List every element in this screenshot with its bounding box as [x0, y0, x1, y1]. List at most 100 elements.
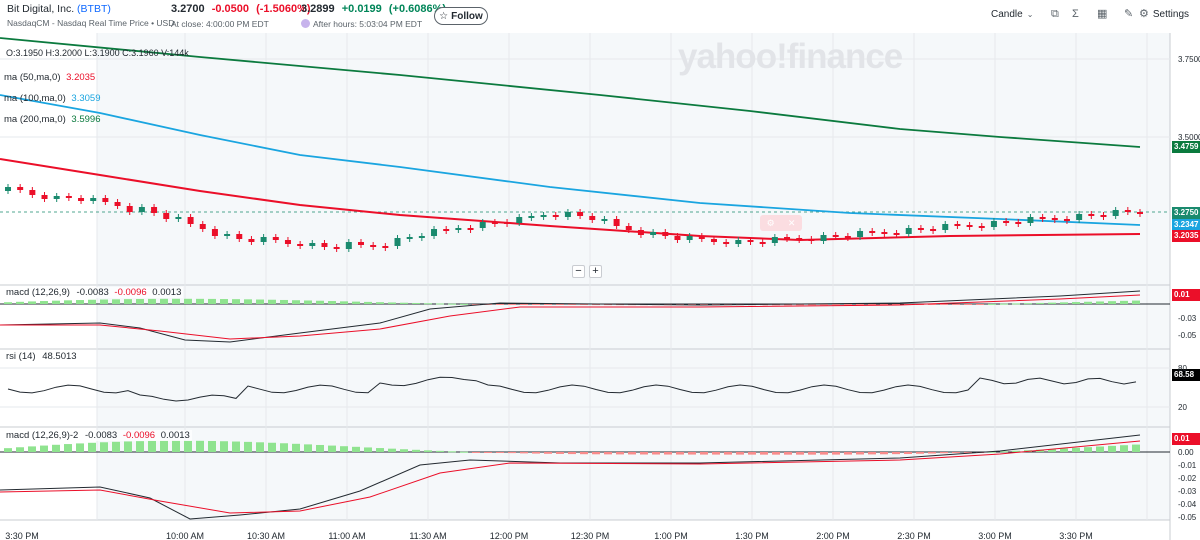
macd2-histogram-bar — [880, 452, 888, 455]
zoom-in-button[interactable]: + — [589, 265, 602, 278]
rsi-name: rsi (14) — [6, 351, 36, 362]
candle-body — [784, 237, 791, 239]
macd-histogram-bar — [4, 302, 12, 304]
macd-histogram-bar — [1048, 302, 1056, 304]
candle-body — [90, 198, 97, 201]
macd2-histogram-bar — [328, 445, 336, 452]
macd-histogram-bar — [328, 301, 336, 304]
y-tick-main-1: 3.7500 — [1178, 55, 1200, 64]
ma100-name: ma (100,ma,0) — [4, 93, 66, 104]
close-hover-icon[interactable]: ✕ — [787, 217, 796, 228]
candle-body — [516, 217, 523, 223]
settings-hover-icon[interactable]: ⚙ — [766, 217, 775, 228]
macd2-histogram-bar — [28, 446, 36, 452]
macd-y-tick-1: -0.03 — [1178, 314, 1197, 323]
zoom-out-button[interactable]: − — [572, 265, 585, 278]
macd-histogram-bar — [520, 304, 528, 305]
macd2-histogram-bar — [1000, 451, 1008, 453]
macd2-name: macd (12,26,9)-2 — [6, 430, 79, 441]
macd2-histogram-bar — [1048, 449, 1056, 452]
candle-body — [236, 234, 243, 239]
macd-histogram-bar — [868, 304, 876, 306]
candle-body — [248, 239, 255, 242]
macd2-histogram-bar — [304, 444, 312, 452]
x-tick-2: 10:30 AM — [246, 531, 286, 540]
chart-area[interactable]: yahoo!finance O:3.1950 H:3.2000 L:3.1900… — [0, 33, 1200, 540]
macd2-histogram-bar — [964, 452, 972, 453]
candle-body — [650, 232, 657, 235]
macd2-histogram-bar — [844, 452, 852, 455]
candle-body — [625, 226, 632, 230]
macd2-histogram-bar — [1072, 447, 1080, 452]
macd2-histogram-bar — [568, 452, 576, 455]
yahoo-finance-watermark: yahoo!finance — [678, 37, 903, 76]
follow-button[interactable]: ☆ Follow — [434, 7, 488, 25]
macd2-histogram-bar — [4, 448, 12, 452]
macd2-histogram-bar — [868, 452, 876, 455]
macd2-label[interactable]: macd (12,26,9)-2 -0.0083 -0.0096 0.0013 — [4, 430, 192, 441]
chart-type-dropdown[interactable]: Candle ⌄ — [991, 9, 1033, 20]
macd-histogram-bar — [808, 304, 816, 306]
series-hover-controls[interactable]: ⚙ ✕ — [760, 215, 802, 231]
macd2-histogram-bar — [400, 449, 408, 452]
candle-body — [917, 228, 924, 230]
chart-canvas[interactable] — [0, 33, 1200, 540]
macd-label[interactable]: macd (12,26,9) -0.0083 -0.0096 0.0013 — [4, 287, 184, 298]
chevron-down-icon: ⌄ — [1026, 9, 1034, 19]
candle-body — [808, 239, 815, 241]
candle-body — [1137, 212, 1143, 214]
macd-histogram-bar — [232, 299, 240, 304]
macd2-y-tick-2: -0.01 — [1178, 461, 1197, 470]
macd-histogram-bar — [88, 299, 96, 304]
indicators-button[interactable]: Σ — [1072, 9, 1079, 20]
ma50-name: ma (50,ma,0) — [4, 72, 61, 83]
macd2-histogram-bar — [628, 452, 636, 455]
macd2-histogram-bar — [268, 442, 276, 452]
compare-button[interactable]: ⧉ — [1051, 9, 1059, 20]
candle-body — [357, 242, 364, 245]
macd-histogram-bar — [424, 303, 432, 305]
candle-body — [589, 216, 596, 220]
macd-histogram-bar — [496, 304, 504, 305]
ma50-label[interactable]: ma (50,ma,0) 3.2035 — [4, 72, 95, 83]
x-tick-6: 12:30 PM — [570, 531, 610, 540]
macd-histogram-bar — [388, 302, 396, 304]
macd2-histogram-bar — [460, 451, 468, 453]
settings-button[interactable]: ⚙ Settings — [1139, 9, 1189, 21]
macd-y-tick-2: -0.05 — [1178, 331, 1197, 340]
macd2-histogram-bar — [208, 440, 216, 452]
macd-histogram-bar — [556, 304, 564, 305]
macd2-histogram-bar — [340, 446, 348, 452]
macd2-histogram-bar — [520, 452, 528, 454]
candle-body — [990, 221, 997, 227]
macd-histogram-bar — [472, 304, 480, 305]
ma100-label[interactable]: ma (100,ma,0) 3.3059 — [4, 93, 100, 104]
candle-body — [406, 237, 413, 239]
macd2-histogram-bar — [712, 452, 720, 455]
candle-body — [771, 237, 778, 243]
ma200-label[interactable]: ma (200,ma,0) 3.5996 — [4, 114, 100, 125]
macd2-histogram-bar — [52, 444, 60, 452]
draw-button[interactable]: ✎ — [1124, 9, 1133, 20]
macd2-histogram-bar — [604, 452, 612, 455]
macd2-value: -0.0083 — [84, 430, 118, 441]
macd2-histogram-bar — [1108, 445, 1116, 452]
candle-body — [431, 229, 438, 236]
candle-body — [1027, 217, 1034, 223]
macd2-histogram-bar — [688, 452, 696, 455]
ma50-line — [0, 158, 1141, 242]
macd2-histogram-bar — [952, 452, 960, 453]
macd2-y-tick-6: -0.05 — [1178, 513, 1197, 522]
rsi-label[interactable]: rsi (14) 48.5013 — [4, 351, 79, 362]
macd-histogram-bar — [436, 303, 444, 305]
ma200-price-badge: 3.4759 — [1172, 141, 1200, 153]
ma50-price-badge: 3.2035 — [1172, 230, 1200, 242]
chart-header: Bit Digital, Inc. (BTBT) NasdaqCM - Nasd… — [0, 0, 1200, 33]
ticker-symbol[interactable]: (BTBT) — [77, 3, 111, 15]
candle-body — [199, 224, 206, 229]
candle-body — [65, 196, 72, 198]
candle-body — [905, 228, 912, 234]
candle-body — [297, 244, 304, 246]
events-button[interactable]: ▦ — [1097, 9, 1107, 20]
candle-body — [1063, 219, 1070, 221]
